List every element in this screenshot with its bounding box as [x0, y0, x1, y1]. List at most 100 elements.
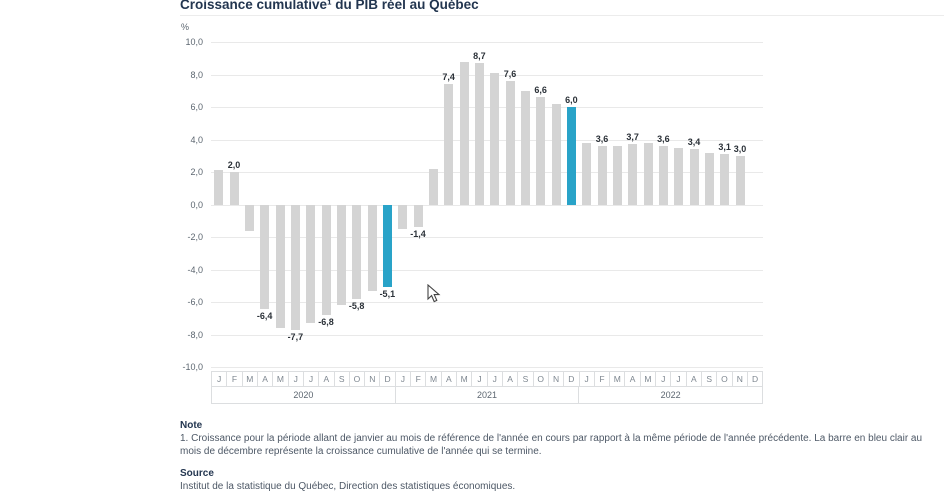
bar-value-label: 3,0	[733, 143, 747, 154]
bar-2020-11	[367, 204, 377, 291]
bar-2021-7	[490, 72, 500, 205]
x-axis-month-label: M	[639, 371, 657, 387]
y-axis-tick-label: 4,0	[190, 134, 203, 145]
bar-2022-10	[720, 154, 730, 205]
x-axis-month-label: J	[670, 371, 687, 387]
x-axis-month-label: M	[456, 371, 473, 387]
x-axis-month-label: J	[211, 371, 228, 387]
bar-2022-8	[689, 149, 699, 205]
bar-2020-4	[260, 204, 270, 309]
x-axis-year-row: 2020 2021 2022	[211, 386, 764, 404]
bar-2022-5	[643, 142, 653, 205]
bar-2020-3	[244, 204, 254, 231]
source-text: Institut de la statistique du Québec, Di…	[180, 481, 516, 492]
bar-2022-3	[612, 146, 622, 205]
bar-2020-9	[336, 204, 346, 306]
bar-value-label: -5,8	[348, 300, 365, 311]
x-axis-month-label: F	[410, 371, 427, 387]
x-axis-month-label: D	[379, 371, 396, 387]
bar-2020-8	[321, 204, 331, 315]
gridline	[211, 334, 763, 336]
bar-2022-7	[674, 147, 684, 205]
gridline	[211, 302, 763, 303]
x-axis-month-label: S	[517, 371, 534, 387]
y-axis-tick-label: 0,0	[190, 199, 203, 210]
x-axis-month-label: A	[318, 371, 335, 387]
highlight-bar-2020-12	[382, 204, 392, 288]
bar-value-label: -7,7	[287, 331, 304, 342]
x-axis-month-label: O	[532, 371, 549, 387]
gridline	[211, 367, 763, 368]
title-divider	[180, 15, 944, 16]
bar-value-label: 3,1	[718, 142, 731, 153]
bar-2021-3	[428, 168, 438, 205]
bar-value-label: -6,4	[256, 310, 273, 321]
bar-2021-9	[520, 90, 530, 205]
bar-value-label: 2,0	[227, 160, 241, 170]
bar-2020-2	[229, 172, 239, 205]
x-axis-year-label-2022: 2022	[578, 386, 764, 404]
y-axis-tick-label: -6,0	[187, 297, 203, 307]
x-axis-month-label: J	[578, 371, 595, 387]
bar-2021-2	[413, 204, 423, 228]
bar-2020-10	[352, 204, 362, 299]
x-axis-month-label: J	[486, 371, 503, 387]
y-axis-tick-label: -10,0	[182, 362, 203, 372]
note-heading: Note	[180, 420, 203, 431]
bar-value-label: -1,4	[410, 229, 426, 240]
gridline	[211, 107, 763, 108]
bar-value-label: 6,0	[565, 95, 578, 105]
bar-value-label: -6,8	[318, 317, 334, 327]
footnotes: Note 1. Croissance pour la période allan…	[180, 419, 942, 493]
x-axis-month-label: J	[471, 371, 488, 387]
highlight-bar-2021-12	[566, 107, 576, 205]
x-axis-month-label: F	[226, 371, 243, 387]
x-axis-month-label: A	[685, 371, 702, 387]
bar-2022-6	[658, 146, 668, 205]
bar-2020-7	[306, 204, 316, 324]
bar-2021-4	[444, 84, 454, 205]
bar-value-label: 6,6	[534, 85, 547, 96]
y-axis-tick-label: 10,0	[185, 37, 203, 47]
bar-value-label: 7,6	[503, 69, 517, 79]
bar-value-label: 3,6	[595, 134, 609, 144]
x-axis-month-label: M	[609, 371, 626, 387]
bar-value-label: 7,4	[442, 72, 455, 83]
x-axis-month-label: N	[731, 371, 748, 387]
x-axis-month-label: S	[333, 371, 350, 387]
x-axis-month-label: S	[701, 371, 718, 387]
x-axis-month-label: J	[655, 371, 672, 387]
mouse-cursor	[427, 284, 441, 303]
source-heading: Source	[180, 468, 214, 479]
bar-2020-6	[290, 204, 300, 330]
bar-2022-4	[628, 144, 638, 205]
x-axis-month-label: D	[746, 371, 764, 387]
bar-value-label: 3,7	[626, 132, 639, 143]
bar-value-label: 3,6	[657, 134, 670, 144]
x-axis-year-label-2021: 2021	[394, 386, 580, 404]
x-axis-month-label: O	[348, 371, 366, 387]
bar-2022-1	[582, 142, 592, 205]
bar-2022-9	[704, 152, 714, 205]
gridline	[211, 204, 763, 206]
x-axis-year-label-2020: 2020	[211, 386, 396, 404]
gridline	[211, 237, 763, 238]
bar-2021-11	[551, 103, 561, 205]
x-axis-month-label: M	[425, 371, 442, 387]
y-axis-tick-label: -8,0	[187, 329, 203, 340]
x-axis-month-label: M	[241, 371, 258, 387]
note-text: 1. Croissance pour la période allant de …	[180, 433, 923, 457]
bar-2020-5	[275, 204, 285, 328]
bar-value-label: -5,1	[379, 289, 396, 300]
gridline	[211, 74, 763, 76]
x-axis-month-label: N	[364, 371, 381, 387]
gridline	[211, 172, 763, 173]
y-axis-tick-label: -4,0	[187, 264, 203, 275]
bar-2020-1	[214, 170, 224, 205]
bar-value-label: 8,7	[473, 51, 486, 62]
x-axis-month-label: O	[716, 371, 733, 387]
y-axis-tick-label: 2,0	[190, 167, 203, 177]
x-axis-month-label: J	[287, 371, 304, 387]
